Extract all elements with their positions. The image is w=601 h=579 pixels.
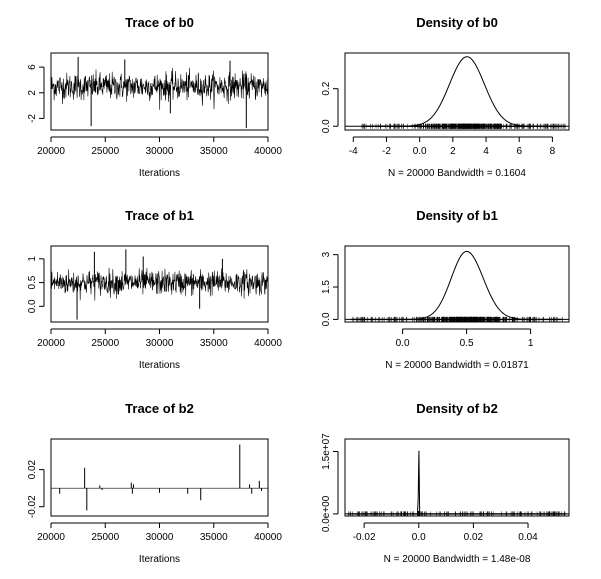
x-axis-label: N = 20000 Bandwidth = 0.01871 bbox=[385, 360, 529, 371]
x-tick-label: -0.02 bbox=[353, 532, 376, 543]
x-tick-label: -4 bbox=[349, 146, 358, 157]
x-axis-label: Iterations bbox=[139, 168, 180, 179]
panel-1: Trace of b0 20000 25000 30000 35000 40000 -2 2 6… bbox=[27, 15, 282, 179]
x-tick-label: 4 bbox=[483, 146, 489, 157]
x-tick-label: 0.02 bbox=[464, 532, 484, 543]
x-tick-label: 30000 bbox=[146, 146, 174, 157]
x-tick-label: 25000 bbox=[91, 532, 119, 543]
density-curve bbox=[345, 56, 569, 127]
x-axis-label: Iterations bbox=[139, 554, 180, 565]
panel-3: Trace of b1 20000 25000 30000 35000 40000 0.0 0… bbox=[27, 208, 282, 371]
y-tick-label: 1.5 bbox=[321, 280, 332, 294]
panel-title: Density of b0 bbox=[416, 15, 498, 30]
trace-line bbox=[51, 67, 268, 110]
x-tick-label: 30000 bbox=[146, 338, 174, 349]
plot-frame bbox=[344, 52, 570, 131]
trace-line bbox=[51, 267, 268, 301]
plot-frame bbox=[344, 245, 570, 323]
series bbox=[51, 249, 268, 320]
y-tick-label: 1.5e+07 bbox=[321, 433, 332, 470]
x-tick-label: 30000 bbox=[146, 532, 174, 543]
x-tick-label: 0.0 bbox=[413, 146, 427, 157]
y-tick-label: 0.0 bbox=[27, 299, 38, 313]
x-tick-label: 25000 bbox=[91, 146, 119, 157]
y-tick-label: 0.5 bbox=[27, 275, 38, 289]
panel-title: Density of b2 bbox=[416, 401, 498, 416]
panel-title: Density of b1 bbox=[416, 208, 498, 223]
plot-frame bbox=[50, 52, 269, 131]
x-tick-label: 0.5 bbox=[460, 338, 474, 349]
x-tick-label: 40000 bbox=[254, 532, 282, 543]
density-curve bbox=[345, 250, 569, 320]
panel-2: Density of b0 -4 -2 0.0 2 4 6 8 0.0 0.2 N = 20000 … bbox=[321, 15, 570, 179]
x-tick-label: 20000 bbox=[37, 532, 65, 543]
x-tick-label: 0.0 bbox=[396, 338, 410, 349]
x-tick-label: 35000 bbox=[200, 338, 228, 349]
rug bbox=[361, 123, 566, 129]
x-tick-label: 25000 bbox=[91, 338, 119, 349]
series bbox=[345, 450, 569, 516]
y-tick-label: -2 bbox=[27, 114, 38, 123]
x-tick-label: 8 bbox=[550, 146, 556, 157]
x-tick-label: 0.0 bbox=[412, 532, 426, 543]
plot-frame bbox=[50, 438, 269, 517]
x-axis-label: N = 20000 Bandwidth = 1.48e-08 bbox=[384, 554, 531, 565]
rug bbox=[347, 511, 567, 516]
y-tick-label: 0.2 bbox=[321, 81, 332, 95]
x-tick-label: 20000 bbox=[37, 146, 65, 157]
x-tick-label: 40000 bbox=[254, 146, 282, 157]
x-tick-label: 35000 bbox=[200, 532, 228, 543]
panel-5: Trace of b2 20000 25000 30000 35000 40000 -0.0… bbox=[27, 401, 282, 565]
x-tick-label: 6 bbox=[516, 146, 522, 157]
series bbox=[51, 444, 268, 511]
y-tick-label: -0.02 bbox=[27, 495, 38, 518]
y-tick-label: 0.0 bbox=[321, 312, 332, 326]
series bbox=[345, 56, 569, 129]
x-tick-label: 1 bbox=[528, 338, 534, 349]
density-curve bbox=[345, 450, 569, 515]
x-tick-label: 2 bbox=[450, 146, 456, 157]
x-axis-label: N = 20000 Bandwidth = 0.1604 bbox=[388, 168, 526, 179]
panel-title: Trace of b0 bbox=[125, 15, 194, 30]
x-tick-label: 40000 bbox=[254, 338, 282, 349]
y-tick-label: 3 bbox=[321, 251, 332, 257]
y-tick-label: 6 bbox=[27, 64, 38, 70]
y-tick-label: 0.0e+00 bbox=[321, 495, 332, 532]
x-tick-label: 0.04 bbox=[518, 532, 538, 543]
x-tick-label: 35000 bbox=[200, 146, 228, 157]
panel-title: Trace of b1 bbox=[125, 208, 194, 223]
panel-title: Trace of b2 bbox=[125, 401, 194, 416]
panel-6: Density of b2 -0.02 0.0 0.02 0.04 0.0e+00 1.5e… bbox=[321, 401, 570, 565]
rug bbox=[351, 316, 563, 322]
x-axis-label: Iterations bbox=[139, 360, 180, 371]
series bbox=[51, 56, 268, 129]
plot-frame bbox=[344, 438, 570, 517]
y-tick-label: 0.02 bbox=[27, 459, 38, 479]
y-tick-label: 2 bbox=[27, 90, 38, 96]
panel-4: Density of b1 0.0 0.5 1 0.0 1.5 3 N = 20000 Ban… bbox=[321, 208, 570, 371]
y-tick-label: 0.0 bbox=[321, 119, 332, 133]
x-tick-label: -2 bbox=[382, 146, 391, 157]
series bbox=[345, 250, 569, 322]
y-tick-label: 1 bbox=[27, 256, 38, 262]
x-tick-label: 20000 bbox=[37, 338, 65, 349]
